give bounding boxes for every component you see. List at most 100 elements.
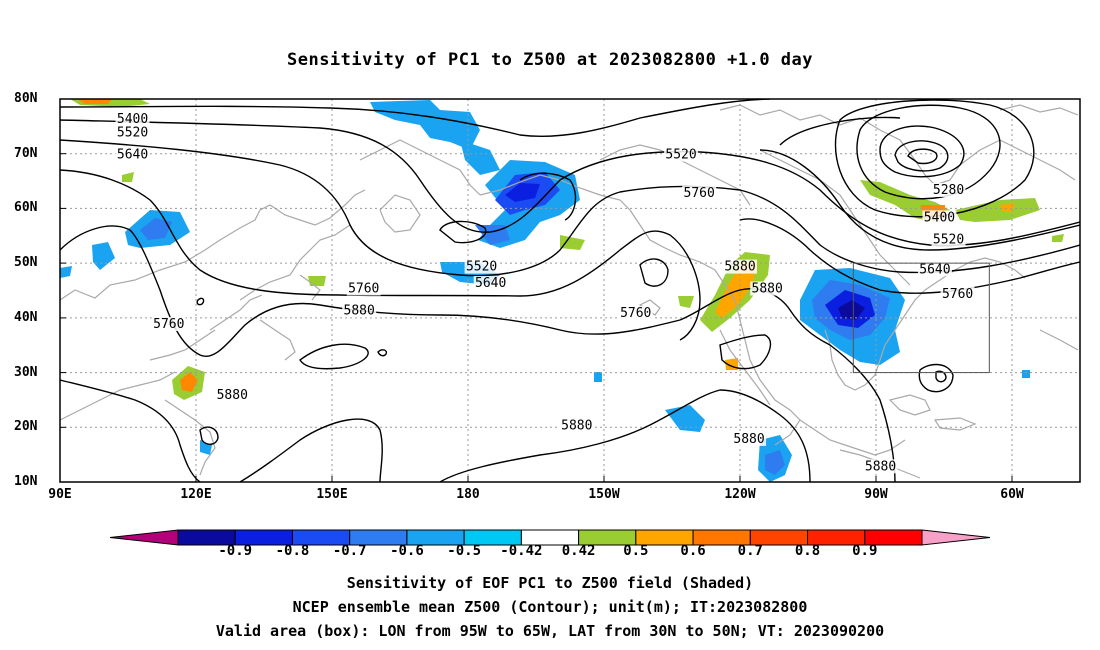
- shade-negative: [60, 266, 72, 278]
- lon-tick-label: 90W: [864, 487, 888, 502]
- coastline: [879, 254, 911, 286]
- lat-tick-label: 70N: [14, 145, 38, 161]
- shade-negative: [505, 183, 540, 202]
- contour-label: 5880: [344, 303, 375, 318]
- contour-5880: [239, 418, 383, 482]
- contour-5880: [918, 363, 954, 393]
- colorbar: [109, 529, 991, 546]
- contour-5760: [60, 169, 701, 341]
- contour-label-bg: [917, 262, 952, 277]
- valid-area-box: [852, 262, 990, 374]
- contour-5880: [519, 172, 577, 221]
- contour-5280: [907, 148, 938, 165]
- lon-tick-label: 120E: [180, 487, 212, 502]
- shade-positive: [678, 296, 694, 308]
- shade-positive: [955, 198, 1040, 222]
- lat-tick-label: 60N: [14, 200, 38, 216]
- contour-label: 5640: [919, 262, 950, 277]
- contour-label: 5880: [724, 260, 755, 275]
- contour-label-bg: [464, 259, 499, 274]
- coastline: [959, 139, 1076, 181]
- contour-label: 5520: [665, 147, 696, 162]
- shade-positive: [1052, 234, 1064, 242]
- contour-label-bg: [115, 147, 150, 162]
- contour-label-bg: [750, 281, 785, 296]
- contour-label-bg: [922, 210, 957, 225]
- coastline: [1039, 329, 1079, 351]
- colorbar-label: 0.8: [794, 543, 821, 559]
- shade-negative: [1022, 370, 1030, 378]
- contour-5640: [60, 139, 1080, 277]
- contour-5400: [60, 99, 771, 138]
- contour-5280: [894, 140, 949, 172]
- contour-label: 5760: [684, 186, 715, 201]
- colorbar-label: -0.8: [275, 543, 310, 559]
- contour-5880: [60, 379, 201, 482]
- contour-5520: [834, 99, 1035, 218]
- shade-positive: [180, 372, 198, 392]
- contour-label-bg: [940, 286, 975, 301]
- lat-tick-label: 40N: [14, 309, 38, 325]
- contour-label: 5760: [153, 317, 184, 332]
- shade-positive: [560, 235, 585, 250]
- contour-label-bg: [931, 232, 966, 247]
- coastline: [149, 329, 216, 361]
- contour-5880: [60, 225, 896, 482]
- coastline: [824, 289, 926, 391]
- lon-tick-label: 150E: [316, 487, 348, 502]
- colorbar-under-triangle: [109, 529, 179, 546]
- coastline: [924, 257, 1026, 291]
- contour-5280: [879, 125, 965, 178]
- coastline: [209, 294, 263, 331]
- contour-label-bg: [723, 259, 757, 274]
- contour-label: 5520: [466, 260, 497, 275]
- contour-label-bg: [473, 276, 508, 291]
- coastline: [359, 139, 481, 196]
- shade-negative: [140, 218, 172, 240]
- lon-tick-label: 120W: [724, 487, 756, 502]
- z500-contours: [60, 99, 1080, 482]
- colorbar-label: -0.5: [447, 543, 481, 559]
- figure-title: Sensitivity of PC1 to Z500 at 2023082800…: [286, 50, 813, 70]
- contour-label: 5760: [348, 282, 379, 297]
- contour-label: 5400: [924, 210, 955, 225]
- contour-5880: [377, 349, 388, 357]
- coastline: [933, 417, 977, 431]
- shade-negative: [665, 405, 705, 432]
- contour-5880: [199, 426, 219, 445]
- lon-tick-label: 60W: [1000, 487, 1024, 502]
- colorbar-over-triangle: [921, 529, 991, 546]
- contour-label-bg: [215, 388, 250, 403]
- contour-label: 5760: [942, 287, 973, 302]
- lon-tick-label: 180: [456, 487, 480, 502]
- contour-5880: [299, 343, 369, 370]
- coastline: [799, 419, 906, 456]
- shade-negative: [92, 242, 115, 270]
- lat-tick-label: 80N: [14, 91, 38, 106]
- contour-label-bg: [115, 111, 150, 126]
- contour-label: 5880: [217, 388, 248, 403]
- shade-negative: [200, 440, 212, 455]
- contour-label: 5400: [117, 112, 148, 127]
- contour-label-bg: [115, 125, 150, 140]
- coastline: [239, 224, 351, 301]
- contour-5520: [60, 119, 1080, 247]
- contour-5760: [759, 149, 1080, 251]
- shade-positive: [1000, 203, 1015, 212]
- contour-label-bg: [151, 317, 186, 332]
- shade-negative: [594, 372, 602, 382]
- contour-label-bg: [664, 147, 699, 162]
- shade-positive: [308, 276, 326, 286]
- lat-tick-label: 50N: [14, 255, 38, 271]
- coastline: [879, 129, 961, 186]
- contour-label: 5880: [561, 418, 592, 433]
- contour-label-bg: [618, 306, 653, 321]
- colorbar-label: 0.7: [737, 543, 763, 559]
- caption-line-2: NCEP ensemble mean Z500 (Contour); unit(…: [292, 598, 808, 616]
- contour-label: 5880: [752, 282, 783, 297]
- colorbar-label: 0.9: [852, 543, 878, 559]
- contour-label-bg: [682, 185, 717, 200]
- shade-positive: [122, 172, 134, 182]
